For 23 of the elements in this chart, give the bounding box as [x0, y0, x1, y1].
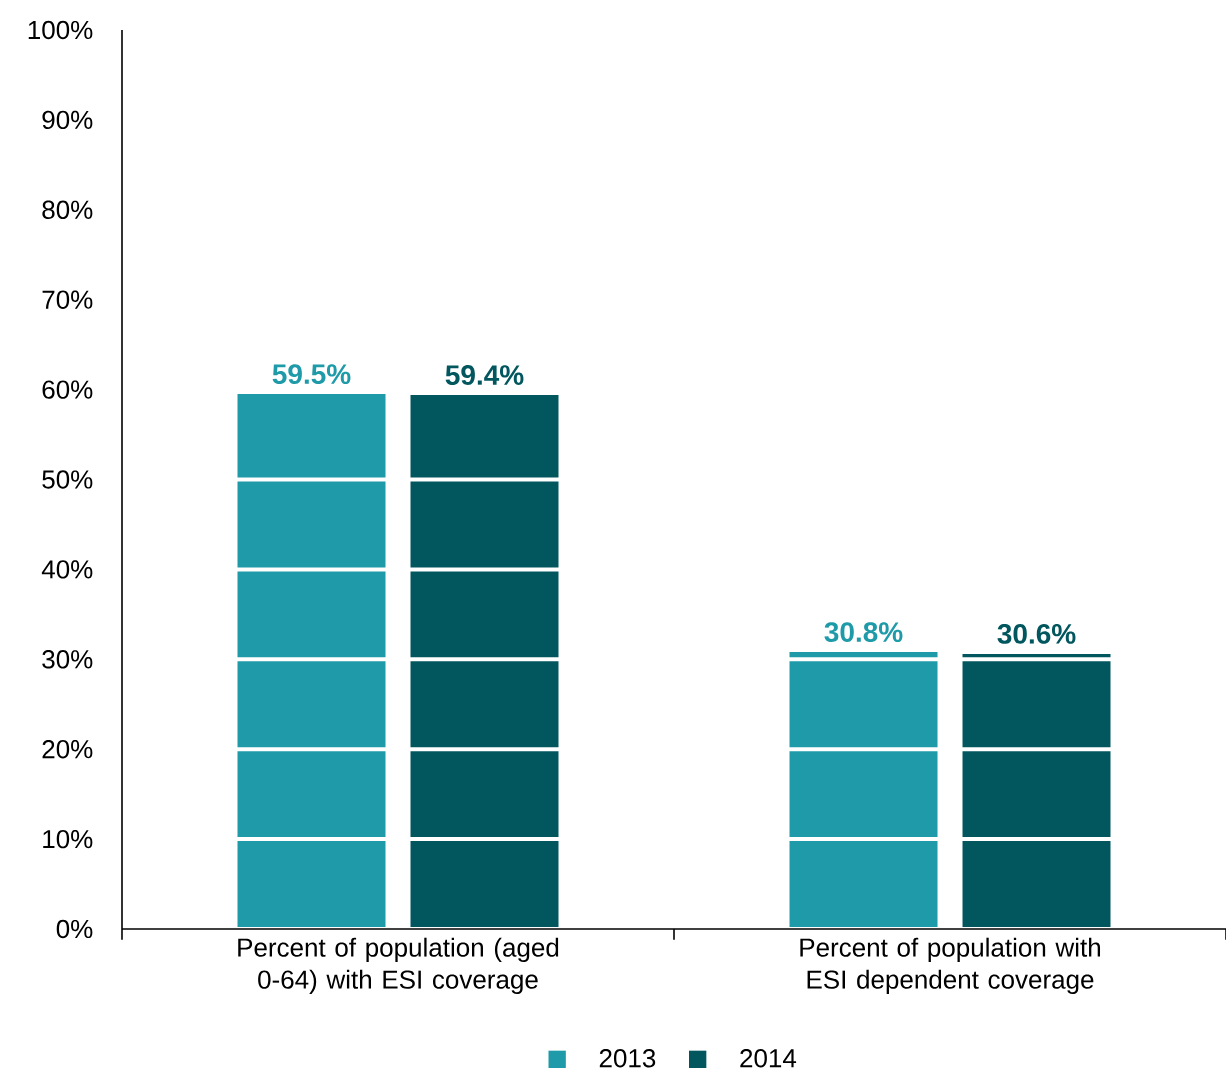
y-tick-label: 30% [42, 650, 93, 669]
data-label: 30.6% [997, 623, 1076, 644]
x-tick-label: Percent of population (aged 0-64) with ESI coverage [238, 937, 559, 994]
y-tick-label: 40% [41, 560, 93, 579]
y-tick-label: 90% [42, 110, 93, 130]
y-tick-label: 100% [28, 20, 93, 40]
y-tick-label: 10% [43, 829, 93, 849]
bar [237, 394, 386, 929]
data-label: 30.8% [824, 622, 903, 643]
x-tick-label: Percent of population with ESI dependent coverage [800, 937, 1101, 994]
data-label: 59.4% [445, 365, 524, 385]
legend-label: 2014 [740, 1049, 797, 1068]
data-label: 59.5% [272, 364, 351, 385]
y-tick-label: 80% [42, 200, 93, 219]
bar [962, 653, 1111, 929]
y-tick-label: 20% [42, 740, 93, 759]
y-tick-label: 0% [56, 919, 93, 939]
bar [789, 652, 938, 929]
bar [410, 394, 559, 929]
y-tick-label: 50% [42, 470, 93, 489]
y-tick-label: 70% [42, 290, 93, 309]
y-tick-label: 60% [42, 380, 93, 399]
legend-label: 2013 [599, 1049, 656, 1068]
